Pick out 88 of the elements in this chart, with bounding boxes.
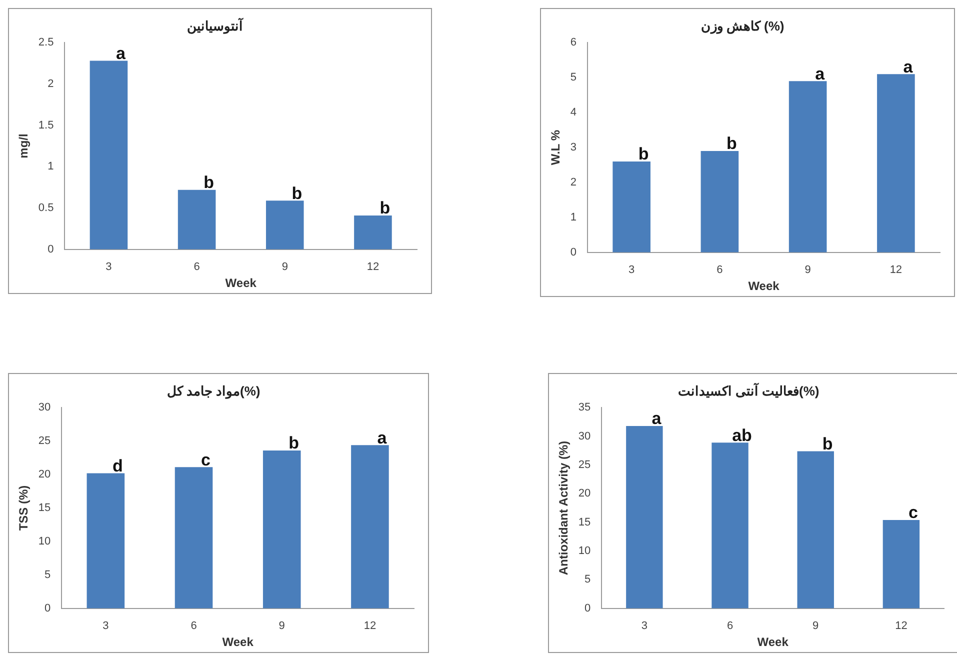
annotation: a [903, 57, 914, 76]
y-tick-label: 30 [38, 402, 51, 414]
annotation: b [380, 198, 390, 218]
bar [354, 215, 392, 250]
y-tick-label: 15 [578, 516, 591, 528]
y-tick-label: 0 [48, 243, 54, 256]
y-tick-label: 1 [570, 211, 577, 224]
annotation: a [377, 428, 388, 448]
x-tick-label: 3 [106, 261, 112, 274]
annotation: b [822, 434, 833, 454]
bar [178, 190, 216, 250]
x-axis-title: Week [748, 279, 780, 294]
x-tick-label: 6 [716, 264, 723, 276]
bar [788, 81, 827, 252]
x-tick-label: 12 [890, 264, 902, 276]
y-tick-label: 0 [584, 602, 591, 614]
x-tick-label: 3 [641, 620, 648, 632]
x-tick-label: 9 [282, 261, 288, 274]
y-axis-title: W.L % [548, 130, 563, 166]
chart-title: کاهش وزن (%) [700, 18, 784, 34]
y-tick-label: 10 [578, 545, 591, 558]
x-tick-label: 6 [726, 620, 734, 632]
y-axis-title: mg/l [16, 134, 31, 158]
bar [351, 445, 389, 608]
x-tick-label: 9 [812, 620, 819, 632]
annotation: c [908, 503, 918, 522]
y-tick-label: 0 [570, 246, 577, 258]
chart-title: آنتوسیانین [187, 17, 244, 34]
bar [877, 74, 915, 252]
x-tick-label: 6 [190, 620, 197, 632]
annotation: b [726, 134, 737, 154]
y-tick-label: 0.5 [38, 202, 54, 214]
y-tick-label: 15 [38, 502, 51, 514]
annotation: d [112, 456, 123, 476]
bar [797, 451, 834, 608]
y-tick-label: 10 [38, 536, 51, 548]
x-tick-label: 3 [628, 264, 635, 276]
annotation: a [116, 44, 126, 63]
y-tick-label: 2.5 [38, 36, 54, 49]
annotation: c [201, 450, 211, 470]
x-tick-label: 9 [804, 264, 811, 276]
annotation: b [288, 434, 300, 453]
annotation: a [815, 64, 826, 84]
x-tick-label: 12 [366, 261, 380, 274]
y-tick-label: 20 [578, 488, 591, 500]
y-tick-label: 1.5 [38, 119, 54, 132]
chart-title: فعالیت آنتی اکسیدانت(%) [678, 382, 820, 398]
y-tick-label: 5 [570, 72, 577, 84]
bar [882, 520, 920, 608]
y-tick-label: 35 [578, 402, 591, 414]
x-tick-label: 12 [895, 620, 908, 632]
y-tick-label: 2 [48, 78, 54, 90]
bar [90, 60, 128, 250]
y-tick-label: 6 [570, 36, 577, 49]
annotation: b [292, 184, 302, 203]
bar [700, 150, 739, 252]
annotation: a [652, 409, 662, 428]
x-axis-title: Week [222, 635, 254, 650]
bar [86, 473, 125, 608]
annotation: b [638, 144, 649, 164]
x-axis-title: Week [757, 635, 789, 650]
y-tick-label: 1 [48, 160, 54, 173]
x-axis-title: Week [225, 276, 257, 290]
y-tick-label: 2 [570, 176, 577, 188]
x-tick-label: 6 [194, 261, 200, 274]
y-tick-label: 0 [44, 602, 51, 614]
y-tick-label: 20 [38, 468, 51, 481]
annotation: b [204, 173, 214, 192]
y-tick-label: 5 [584, 574, 591, 586]
y-tick-label: 5 [44, 568, 51, 581]
y-axis-title: TSS (%) [16, 485, 31, 531]
y-tick-label: 25 [578, 459, 591, 472]
bar [262, 450, 301, 608]
x-tick-label: 12 [364, 620, 376, 632]
bar [174, 467, 213, 608]
bar [266, 200, 304, 250]
y-tick-label: 3 [570, 142, 577, 154]
bar [626, 426, 663, 608]
bar [712, 442, 748, 608]
y-tick-label: 30 [578, 430, 591, 442]
chart-title: مواد جامد کل(%) [166, 383, 260, 400]
x-tick-label: 3 [102, 620, 109, 632]
y-axis-title: Antioxidant Activity (%) [556, 440, 571, 576]
y-tick-label: 4 [570, 106, 577, 119]
y-tick-label: 25 [38, 435, 51, 448]
bar [612, 161, 650, 252]
annotation: ab [732, 426, 752, 445]
x-tick-label: 9 [278, 620, 285, 632]
